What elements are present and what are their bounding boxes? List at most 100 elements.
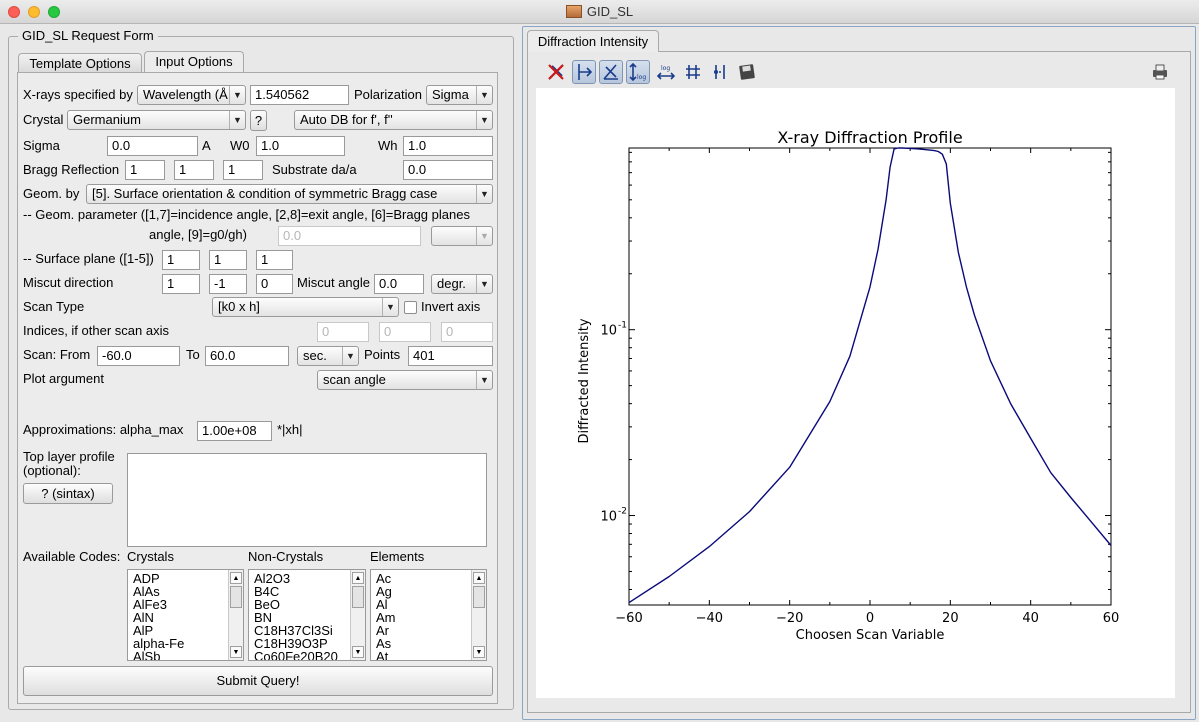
crystal-help-button[interactable]: ? xyxy=(250,110,267,131)
top-layer-textarea[interactable] xyxy=(127,453,487,547)
sigma-unit: A xyxy=(202,138,211,153)
list-item[interactable]: Al2O3 xyxy=(254,571,291,586)
scroll-thumb[interactable] xyxy=(352,586,364,608)
polarization-label: Polarization xyxy=(354,87,422,102)
substrate-input[interactable]: 0.0 xyxy=(403,160,493,180)
wh-input[interactable]: 1.0 xyxy=(403,136,493,156)
list-item[interactable]: Am xyxy=(376,610,396,625)
tab-diffraction-intensity[interactable]: Diffraction Intensity xyxy=(527,30,659,52)
bragg-h-input[interactable]: 1 xyxy=(125,160,165,180)
diffraction-chart: X-ray Diffraction Profile Choosen Scan V… xyxy=(577,128,1120,643)
index-3-input[interactable]: 0 xyxy=(441,322,493,342)
maximize-window-button[interactable] xyxy=(48,6,60,18)
scan-from-input[interactable]: -60.0 xyxy=(97,346,180,366)
list-item[interactable]: AlFe3 xyxy=(133,597,167,612)
sigma-input[interactable]: 0.0 xyxy=(107,136,198,156)
sintax-help-button[interactable]: ? (sintax) xyxy=(23,483,113,504)
scan-to-input[interactable]: 60.0 xyxy=(205,346,289,366)
list-item[interactable]: C18H39O3P xyxy=(254,636,328,651)
elements-list[interactable]: Ac Ag Al Am Ar As At ▲ ▼ xyxy=(370,569,487,661)
crystals-list[interactable]: ADP AlAs AlFe3 AlN AlP alpha-Fe AlSb ▲ ▼ xyxy=(127,569,244,661)
list-item[interactable]: AlSb xyxy=(133,649,161,661)
list-item[interactable]: AlP xyxy=(133,623,154,638)
log-x-icon[interactable]: log xyxy=(654,60,678,84)
scroll-up-icon[interactable]: ▲ xyxy=(352,572,364,584)
geom-param-input[interactable]: 0.0 xyxy=(278,226,421,246)
surface-h-input[interactable]: 1 xyxy=(162,250,200,270)
list-item[interactable]: B4C xyxy=(254,584,280,599)
plot-canvas[interactable]: X-ray Diffraction Profile Choosen Scan V… xyxy=(536,88,1175,698)
geom-param-unit-select[interactable]: ▼ xyxy=(431,226,493,246)
list-item[interactable]: C18H37Cl3Si xyxy=(254,623,333,638)
polarization-select[interactable]: Sigma ▼ xyxy=(426,85,493,105)
title-bar: GID_SL xyxy=(0,0,1199,24)
wavelength-input[interactable]: 1.540562 xyxy=(250,85,349,105)
submit-query-button[interactable]: Submit Query! xyxy=(23,666,493,696)
alpha-max-input[interactable]: 1.00e+08 xyxy=(197,421,272,441)
noncrystals-scrollbar[interactable]: ▲ ▼ xyxy=(350,570,365,660)
zoom-xy-icon[interactable] xyxy=(599,60,623,84)
print-icon[interactable] xyxy=(1148,60,1172,84)
save-icon[interactable] xyxy=(735,60,759,84)
scroll-down-icon[interactable]: ▼ xyxy=(352,646,364,658)
list-item[interactable]: Al xyxy=(376,597,388,612)
elements-scrollbar[interactable]: ▲ ▼ xyxy=(471,570,486,660)
miscut-k-input[interactable]: -1 xyxy=(209,274,247,294)
scan-unit-select[interactable]: sec. ▼ xyxy=(297,346,359,366)
list-item[interactable]: BeO xyxy=(254,597,281,612)
bragg-l-input[interactable]: 1 xyxy=(223,160,263,180)
xrays-mode-value: Wavelength (Å xyxy=(143,87,228,102)
tab-input-options[interactable]: Input Options xyxy=(144,51,244,74)
list-item[interactable]: As xyxy=(376,636,392,651)
list-item[interactable]: Ag xyxy=(376,584,392,599)
bragg-k-input[interactable]: 1 xyxy=(174,160,214,180)
surface-k-input[interactable]: 1 xyxy=(209,250,247,270)
surface-l-input[interactable]: 1 xyxy=(256,250,293,270)
list-item[interactable]: alpha-Fe xyxy=(133,636,185,651)
index-2-input[interactable]: 0 xyxy=(379,322,431,342)
close-window-button[interactable] xyxy=(8,6,20,18)
plot-arg-select[interactable]: scan angle ▼ xyxy=(317,370,493,390)
list-item[interactable]: AlN xyxy=(133,610,154,625)
list-item[interactable]: Ar xyxy=(376,623,389,638)
list-item[interactable]: Co60Fe20B20 xyxy=(254,649,338,661)
log-y-icon[interactable]: log xyxy=(626,60,650,84)
scroll-down-icon[interactable]: ▼ xyxy=(230,646,242,658)
list-item[interactable]: Ac xyxy=(376,571,392,586)
crystal-label: Crystal xyxy=(23,112,64,127)
list-item[interactable]: BN xyxy=(254,610,273,625)
scroll-thumb[interactable] xyxy=(230,586,242,608)
noncrystals-list[interactable]: Al2O3 B4C BeO BN C18H37Cl3Si C18H39O3P C… xyxy=(248,569,366,661)
miscut-angle-input[interactable]: 0.0 xyxy=(374,274,424,294)
grid-icon[interactable] xyxy=(681,60,705,84)
miscut-l-input[interactable]: 0 xyxy=(256,274,293,294)
scan-type-select[interactable]: [k0 x h] ▼ xyxy=(212,297,399,317)
scroll-up-icon[interactable]: ▲ xyxy=(473,572,485,584)
db-select[interactable]: Auto DB for f', f'' ▼ xyxy=(294,110,493,130)
w0-input[interactable]: 1.0 xyxy=(256,136,345,156)
tab-template-options[interactable]: Template Options xyxy=(18,53,142,74)
x-tick-label: 60 xyxy=(1103,611,1120,626)
invert-axis-checkbox[interactable] xyxy=(404,301,417,314)
minimize-window-button[interactable] xyxy=(28,6,40,18)
chevron-down-icon: ▼ xyxy=(476,275,492,293)
scroll-up-icon[interactable]: ▲ xyxy=(230,572,242,584)
polarization-value: Sigma xyxy=(432,87,469,102)
crystals-scrollbar[interactable]: ▲ ▼ xyxy=(228,570,243,660)
scroll-thumb[interactable] xyxy=(473,586,485,608)
miscut-unit-select[interactable]: degr. ▼ xyxy=(431,274,493,294)
plot-arg-value: scan angle xyxy=(323,372,386,387)
xrays-mode-select[interactable]: Wavelength (Å ▼ xyxy=(137,85,246,105)
list-item[interactable]: At xyxy=(376,649,389,661)
scroll-down-icon[interactable]: ▼ xyxy=(473,646,485,658)
zoom-x-icon[interactable] xyxy=(572,60,596,84)
geom-select[interactable]: [5]. Surface orientation & condition of … xyxy=(86,184,493,204)
miscut-h-input[interactable]: 1 xyxy=(162,274,200,294)
clear-plot-icon[interactable] xyxy=(544,60,568,84)
cursor-icon[interactable] xyxy=(708,60,732,84)
list-item[interactable]: ADP xyxy=(133,571,160,586)
crystal-select[interactable]: Germanium ▼ xyxy=(67,110,246,130)
index-1-input[interactable]: 0 xyxy=(317,322,369,342)
points-input[interactable]: 401 xyxy=(408,346,493,366)
list-item[interactable]: AlAs xyxy=(133,584,160,599)
